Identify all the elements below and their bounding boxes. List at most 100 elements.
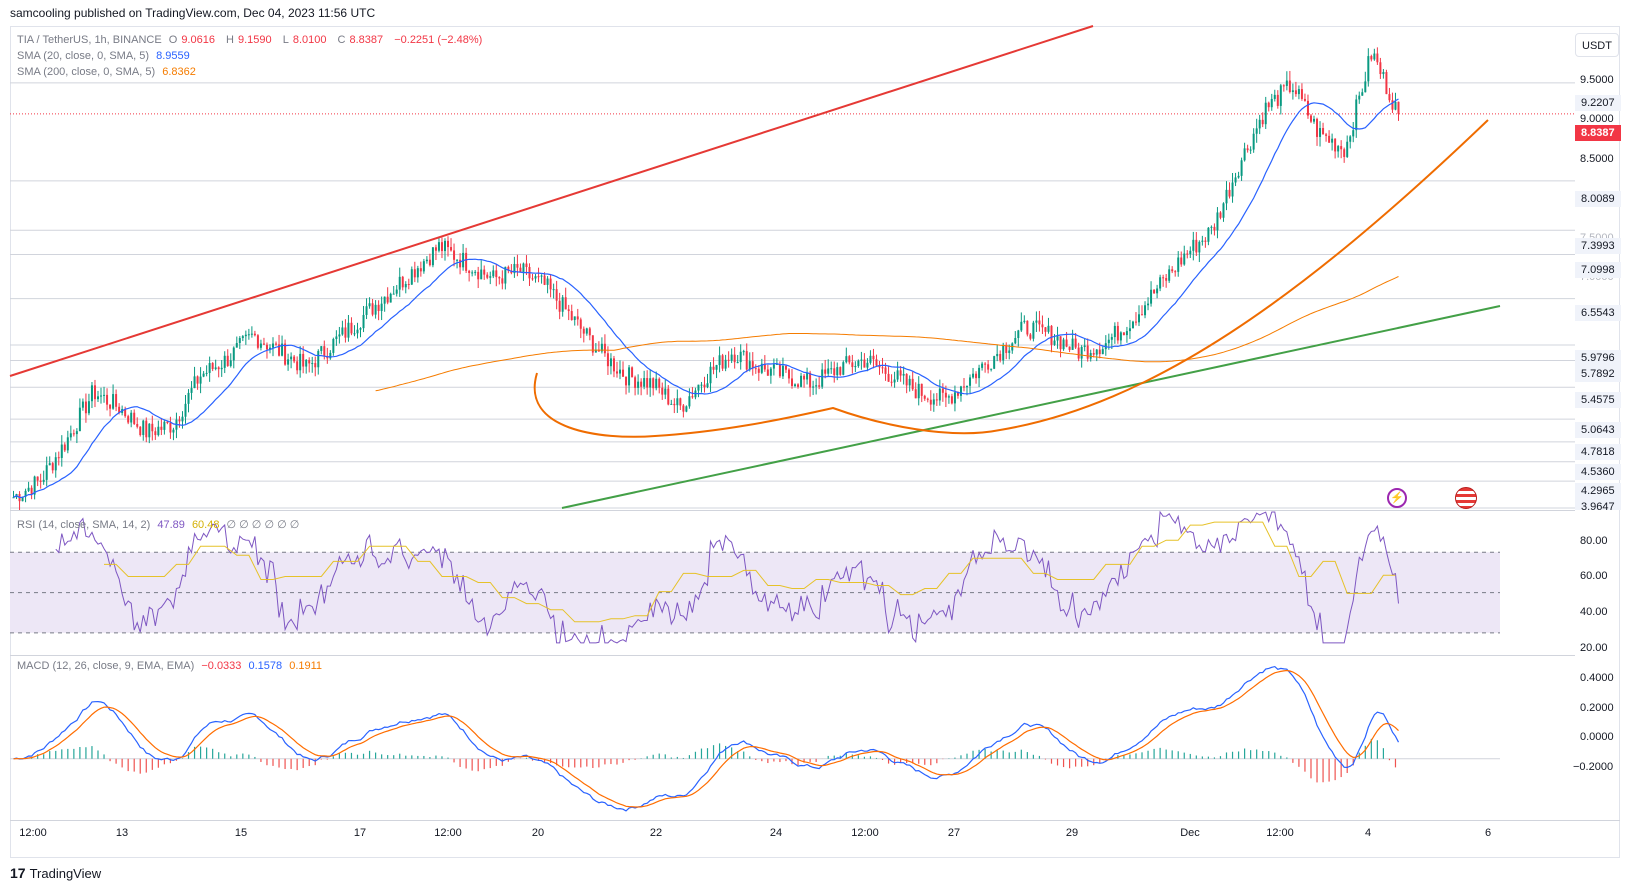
- candle-body: [748, 361, 751, 370]
- candle-body: [1032, 322, 1035, 339]
- candle-body: [667, 388, 670, 405]
- candle-body: [1325, 134, 1328, 136]
- candle-body: [1056, 336, 1059, 341]
- candle-body: [573, 316, 576, 320]
- candle-body: [410, 269, 413, 285]
- candle-body: [1074, 338, 1077, 348]
- candle-body: [700, 384, 703, 386]
- rsi-tick: 40.00: [1580, 606, 1608, 618]
- cup-handle-curve: [533, 119, 1489, 438]
- candle-body: [404, 284, 407, 288]
- candle-body: [966, 385, 969, 388]
- candle-body: [1303, 98, 1306, 101]
- candle-body: [359, 328, 362, 330]
- candle-body: [1316, 118, 1319, 137]
- candle-body: [1147, 303, 1150, 306]
- candle-body: [374, 304, 377, 315]
- candle-body: [160, 426, 163, 430]
- candle-body: [362, 314, 365, 329]
- macd-legend[interactable]: MACD (12, 26, close, 9, EMA, EMA) −0.033…: [17, 660, 323, 672]
- candle-body: [836, 367, 839, 376]
- rsi-tick: 20.00: [1580, 642, 1608, 654]
- lightning-icon[interactable]: ⚡: [1387, 488, 1407, 508]
- time-tick: 15: [234, 827, 248, 839]
- time-tick: 27: [947, 827, 961, 839]
- candle-body: [422, 261, 425, 272]
- candle-body: [238, 338, 241, 344]
- candle-body: [278, 344, 281, 356]
- candle-body: [428, 259, 431, 266]
- candle-body: [193, 376, 196, 389]
- candle-body: [594, 349, 597, 353]
- candle-body: [51, 463, 54, 471]
- candle-body: [84, 401, 87, 414]
- publisher-header: samcooling published on TradingView.com,…: [10, 6, 376, 20]
- price-label: 7.0998: [1575, 262, 1621, 278]
- candle-body: [1219, 212, 1222, 218]
- candle-body: [1047, 325, 1050, 332]
- candle-body: [978, 367, 981, 379]
- candle-body: [395, 289, 398, 294]
- candle-body: [1186, 253, 1189, 255]
- candle-body: [96, 396, 99, 400]
- candle-body: [631, 367, 634, 378]
- macd-value: 0.1578: [248, 660, 283, 672]
- candle-body: [1391, 100, 1394, 110]
- us-flag-icon[interactable]: [1455, 487, 1477, 509]
- candle-body: [21, 496, 24, 502]
- candle-body: [1234, 177, 1237, 183]
- candle-body: [842, 362, 845, 375]
- symbol-legend[interactable]: TIA / TetherUS, 1h, BINANCE O 9.0616 H 9.1…: [17, 34, 486, 46]
- rsi-empty-values: ∅ ∅ ∅ ∅ ∅ ∅: [226, 519, 300, 531]
- candle-body: [715, 365, 718, 370]
- candle-body: [1128, 328, 1131, 332]
- symbol-name[interactable]: TIA / TetherUS, 1h, BINANCE: [17, 34, 162, 46]
- candle-body: [1373, 53, 1376, 60]
- candle-body: [305, 359, 308, 367]
- candle-body: [513, 263, 516, 274]
- candle-body: [1255, 128, 1258, 134]
- candle-body: [1180, 257, 1183, 265]
- candle-body: [214, 367, 217, 370]
- candle-body: [1207, 227, 1210, 242]
- pane-separator-macd[interactable]: [10, 655, 1575, 656]
- pane-separator-rsi[interactable]: [10, 510, 1575, 511]
- candle-body: [247, 334, 250, 336]
- macd-tick: 0.2000: [1580, 702, 1614, 714]
- candle-body: [579, 319, 582, 329]
- candle-body: [1137, 314, 1140, 323]
- footer[interactable]: 17 TradingView: [10, 865, 101, 881]
- candle-body: [293, 356, 296, 362]
- candle-body: [392, 293, 395, 295]
- candle-body: [1189, 250, 1192, 255]
- price-label: 8.0089: [1575, 191, 1621, 207]
- candle-body: [211, 363, 214, 370]
- candle-body: [1337, 146, 1340, 152]
- candle-body: [652, 378, 655, 389]
- candle-body: [1246, 148, 1249, 151]
- candle-body: [1285, 80, 1288, 86]
- candle-body: [226, 355, 229, 366]
- candle-body: [320, 346, 323, 352]
- candle-body: [1297, 89, 1300, 95]
- candle-body: [790, 378, 793, 386]
- candle-body: [576, 316, 579, 320]
- candle-body: [929, 399, 932, 405]
- candle-body: [908, 378, 911, 386]
- candle-body: [1041, 324, 1044, 328]
- currency-button[interactable]: USDT: [1575, 33, 1619, 57]
- candle-body: [1101, 349, 1104, 355]
- candle-body: [431, 247, 434, 266]
- candle-body: [1300, 89, 1303, 99]
- candle-body: [208, 363, 211, 373]
- candle-body: [244, 334, 247, 337]
- candle-body: [1231, 182, 1234, 197]
- candle-body: [299, 353, 302, 371]
- candle-body: [133, 412, 136, 424]
- sma200-legend[interactable]: SMA (200, close, 0, SMA, 5) 6.8362: [17, 66, 196, 78]
- candle-body: [558, 300, 561, 312]
- rsi-legend[interactable]: RSI (14, close, SMA, 14, 2) 47.89 60.48 …: [17, 519, 300, 531]
- sma20-legend[interactable]: SMA (20, close, 0, SMA, 5) 8.9559: [17, 50, 190, 62]
- candle-body: [534, 276, 537, 279]
